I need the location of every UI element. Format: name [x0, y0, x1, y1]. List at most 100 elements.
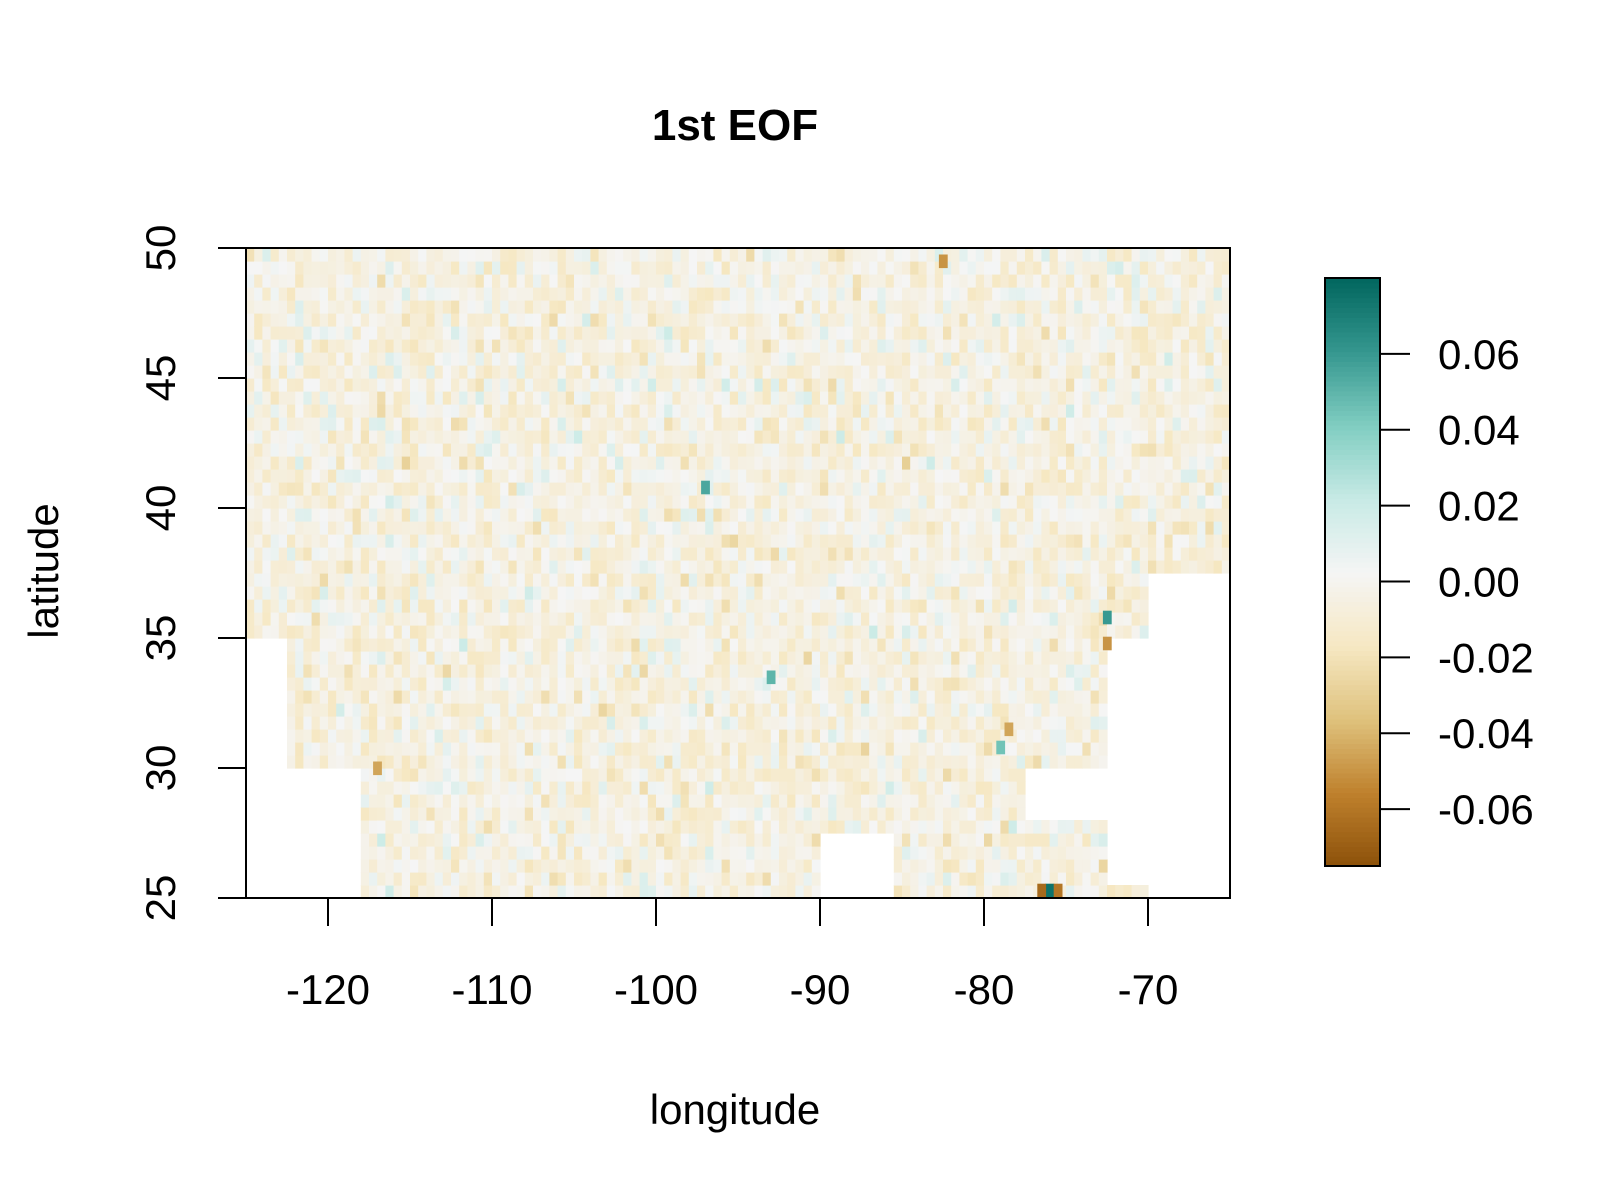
- heatmap-cell: [934, 352, 944, 366]
- heatmap-cell: [475, 404, 485, 418]
- heatmap-cell: [1074, 261, 1083, 275]
- heatmap-cell: [393, 677, 403, 691]
- heatmap-cell: [369, 443, 378, 457]
- heatmap-cell: [524, 690, 534, 704]
- heatmap-cell: [549, 469, 559, 483]
- heatmap-cell: [574, 599, 583, 613]
- heatmap-cell: [557, 378, 567, 392]
- heatmap-cell: [721, 703, 731, 717]
- heatmap-cell: [910, 872, 919, 886]
- heatmap-cell: [910, 703, 919, 717]
- heatmap-cell: [697, 352, 706, 366]
- heatmap-cell: [590, 443, 600, 457]
- heatmap-cell: [336, 365, 345, 379]
- heatmap-cell: [541, 612, 550, 626]
- heatmap-cell: [541, 729, 550, 743]
- heatmap-cell: [910, 768, 919, 782]
- heatmap-cell: [459, 651, 468, 665]
- heatmap-cell: [615, 521, 624, 535]
- heatmap-cell: [360, 677, 370, 691]
- heatmap-cell: [647, 859, 657, 873]
- heatmap-cell: [697, 417, 706, 431]
- heatmap-cell: [623, 469, 632, 483]
- heatmap-cell: [902, 859, 911, 873]
- heatmap-cell: [910, 807, 919, 821]
- heatmap-cell: [369, 391, 378, 405]
- heatmap-cell: [385, 482, 395, 496]
- heatmap-cell: [975, 404, 985, 418]
- heatmap-cell: [861, 300, 870, 314]
- heatmap-cell: [861, 443, 870, 457]
- heatmap-cell: [393, 469, 403, 483]
- heatmap-cell: [992, 703, 1001, 717]
- heatmap-cell: [418, 534, 427, 548]
- heatmap-cell: [1066, 534, 1075, 548]
- heatmap-cell: [787, 534, 796, 548]
- heatmap-cell: [680, 469, 690, 483]
- heatmap-cell: [852, 794, 862, 808]
- heatmap-cell: [984, 417, 993, 431]
- heatmap-cell: [762, 482, 772, 496]
- heatmap-cell: [500, 326, 509, 340]
- heatmap-cell: [295, 573, 304, 587]
- heatmap-cell: [705, 768, 714, 782]
- heatmap-cell: [770, 690, 780, 704]
- heatmap-cell: [1074, 586, 1083, 600]
- heatmap-cell: [467, 365, 477, 379]
- heatmap-cell: [418, 443, 427, 457]
- heatmap-cell: [795, 313, 805, 327]
- heatmap-cell: [934, 430, 944, 444]
- heatmap-cell: [557, 664, 567, 678]
- heatmap-cell: [418, 274, 427, 288]
- heatmap-cell: [344, 430, 354, 444]
- heatmap-cell: [459, 833, 468, 847]
- heatmap-cell: [344, 495, 354, 509]
- heatmap-cell: [508, 807, 518, 821]
- heatmap-cell: [885, 339, 895, 353]
- heatmap-cell: [672, 612, 682, 626]
- heatmap-cell: [1016, 378, 1026, 392]
- heatmap-cell: [893, 274, 903, 288]
- heatmap-cell: [861, 482, 870, 496]
- heatmap-cell: [246, 599, 255, 613]
- heatmap-cell: [565, 508, 575, 522]
- heatmap-cell: [328, 534, 337, 548]
- heatmap-cell: [697, 443, 706, 457]
- heatmap-cell: [451, 508, 460, 522]
- heatmap-cell: [697, 846, 706, 860]
- heatmap-cell: [615, 560, 624, 574]
- heatmap-cell: [1000, 625, 1010, 639]
- heatmap-cell: [549, 456, 559, 470]
- heatmap-cell: [574, 677, 583, 691]
- heatmap-cell: [738, 599, 747, 613]
- heatmap-cell: [746, 846, 755, 860]
- heatmap-cell: [787, 677, 796, 691]
- heatmap-cell: [820, 261, 829, 275]
- heatmap-cell: [410, 391, 419, 405]
- heatmap-cell: [1057, 599, 1067, 613]
- heatmap-cell: [541, 534, 550, 548]
- heatmap-cell: [574, 820, 583, 834]
- heatmap-cell: [410, 547, 419, 561]
- heatmap-cell: [1033, 716, 1042, 730]
- heatmap-cell: [951, 729, 960, 743]
- heatmap-cell: [746, 599, 755, 613]
- heatmap-cell: [672, 326, 682, 340]
- heatmap-cell: [647, 664, 657, 678]
- heatmap-cell: [934, 391, 944, 405]
- heatmap-cell: [959, 703, 969, 717]
- heatmap-cell: [541, 248, 550, 262]
- heatmap-cell: [262, 326, 272, 340]
- heatmap-cell: [401, 287, 411, 301]
- heatmap-cell: [877, 495, 887, 509]
- heatmap-cell: [877, 261, 887, 275]
- heatmap-cell: [344, 703, 354, 717]
- heatmap-cell: [672, 586, 682, 600]
- heatmap-cell: [287, 729, 296, 743]
- heatmap-cell: [828, 638, 837, 652]
- heatmap-cell: [1016, 742, 1026, 756]
- heatmap-cell: [975, 703, 985, 717]
- heatmap-cell: [779, 807, 788, 821]
- heatmap-cell: [426, 755, 436, 769]
- heatmap-cell: [1066, 313, 1075, 327]
